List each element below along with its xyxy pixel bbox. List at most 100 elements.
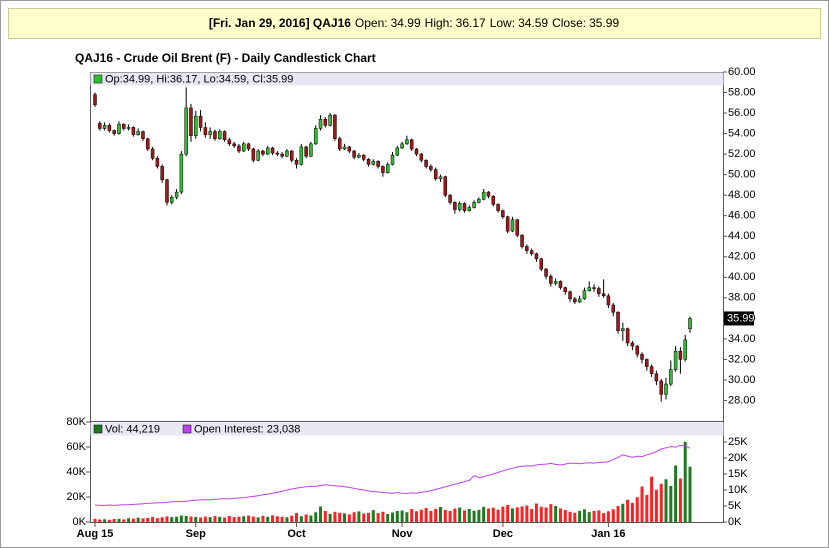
candle-body <box>275 152 280 155</box>
volume-bar <box>371 510 375 522</box>
volume-bar <box>357 511 361 522</box>
volume-bar <box>266 516 270 522</box>
y-tick-label: 28.00 <box>728 394 756 406</box>
candle-body <box>477 199 481 203</box>
legend-swatch <box>93 424 103 434</box>
volume-bar <box>650 476 654 522</box>
volume-bar <box>410 509 414 522</box>
candle-body <box>491 195 496 205</box>
legend-name: Vol: <box>105 423 123 435</box>
y-tick-label: 44.00 <box>728 230 756 242</box>
volume-bar <box>530 509 534 522</box>
price-tag <box>724 311 754 326</box>
volume-bar <box>539 506 543 522</box>
candle-body <box>505 216 510 232</box>
volume-bar <box>251 516 255 522</box>
volume-bar <box>242 516 246 522</box>
volume-bar <box>654 489 658 522</box>
volume-bar <box>630 503 634 522</box>
volume-bar <box>319 506 323 522</box>
candle-body <box>438 176 443 180</box>
candle-body <box>131 127 136 135</box>
volume-bar <box>568 511 572 522</box>
volume-bar <box>232 517 236 522</box>
volume-bar <box>218 516 222 522</box>
volume-bar <box>424 508 428 522</box>
candle-body <box>510 219 515 232</box>
volume-bar <box>290 515 294 522</box>
volume-bar <box>386 514 390 522</box>
y2-tick-label: 10K <box>728 484 748 496</box>
volume-bar <box>419 509 423 522</box>
legend-value: 44,219 <box>126 423 160 435</box>
candle-body <box>136 131 140 135</box>
y-tick-label: 60K <box>66 441 86 453</box>
volume-bar <box>563 510 567 522</box>
candle-body <box>645 359 649 367</box>
volume-bar <box>256 517 260 522</box>
y-tick-label: 60.00 <box>728 66 756 78</box>
volume-legend-bg <box>90 422 724 436</box>
volume-bar <box>664 479 668 522</box>
volume-bar <box>328 513 332 522</box>
volume-bar <box>247 515 251 522</box>
volume-bar <box>578 510 582 522</box>
volume-bar <box>208 517 212 522</box>
candle-body <box>501 210 505 217</box>
candle-body <box>222 131 227 140</box>
volume-bar <box>443 510 447 522</box>
candle-body <box>577 298 582 303</box>
volume-bar <box>333 511 337 522</box>
volume-panel <box>90 421 724 523</box>
candle-body <box>227 139 232 145</box>
candle-body <box>414 148 419 155</box>
candle-body <box>630 342 635 347</box>
volume-bar <box>683 441 687 522</box>
candle-body <box>117 124 121 134</box>
candle-body <box>107 125 112 131</box>
candle-body <box>558 281 563 288</box>
volume-bar <box>458 507 462 522</box>
volume-bar <box>199 517 203 522</box>
volume-bar <box>573 512 577 522</box>
candle-body <box>625 328 630 344</box>
volume-bar <box>131 518 135 522</box>
volume-bar <box>275 516 279 522</box>
volume-bar <box>510 508 514 522</box>
volume-bar <box>477 509 481 522</box>
volume-bar <box>506 505 510 522</box>
volume-bar <box>582 509 586 522</box>
y2-tick-label: 0K <box>728 516 742 528</box>
candle-body <box>563 287 567 292</box>
volume-bar <box>448 511 452 522</box>
volume-bar <box>367 512 371 522</box>
legend-value: 36.17 <box>170 73 198 85</box>
legend-label: , Hi: <box>150 73 170 85</box>
candle-body <box>520 234 524 247</box>
legend-label: , Cl: <box>246 73 266 85</box>
volume-bar <box>616 506 620 522</box>
volume-bar <box>602 513 606 522</box>
volume-bar <box>640 486 644 522</box>
candle-body <box>366 159 371 165</box>
candle-body <box>318 118 323 129</box>
y-tick-label: 56.00 <box>728 107 756 119</box>
candle-body <box>453 202 457 210</box>
y-tick-label: 58.00 <box>728 86 756 98</box>
header-label: High: <box>425 16 453 30</box>
header-label: Open: <box>355 16 388 30</box>
legend-name: Open Interest: <box>194 423 264 435</box>
candle-body <box>678 350 683 360</box>
candle-body <box>361 154 366 160</box>
volume-bar <box>491 507 495 522</box>
volume-bar <box>285 517 289 522</box>
volume-bar <box>395 511 399 522</box>
x-tick-label: Aug 15 <box>77 528 114 540</box>
y-tick-label: 32.00 <box>728 353 756 365</box>
candle-body <box>587 287 591 291</box>
candle-body <box>601 293 606 297</box>
header: [Fri. Jan 29, 2016] QAJ16 Open: 34.99 High:… <box>209 16 620 30</box>
candle-body <box>462 203 467 211</box>
candle-body <box>261 150 265 155</box>
volume-bar <box>587 512 591 522</box>
